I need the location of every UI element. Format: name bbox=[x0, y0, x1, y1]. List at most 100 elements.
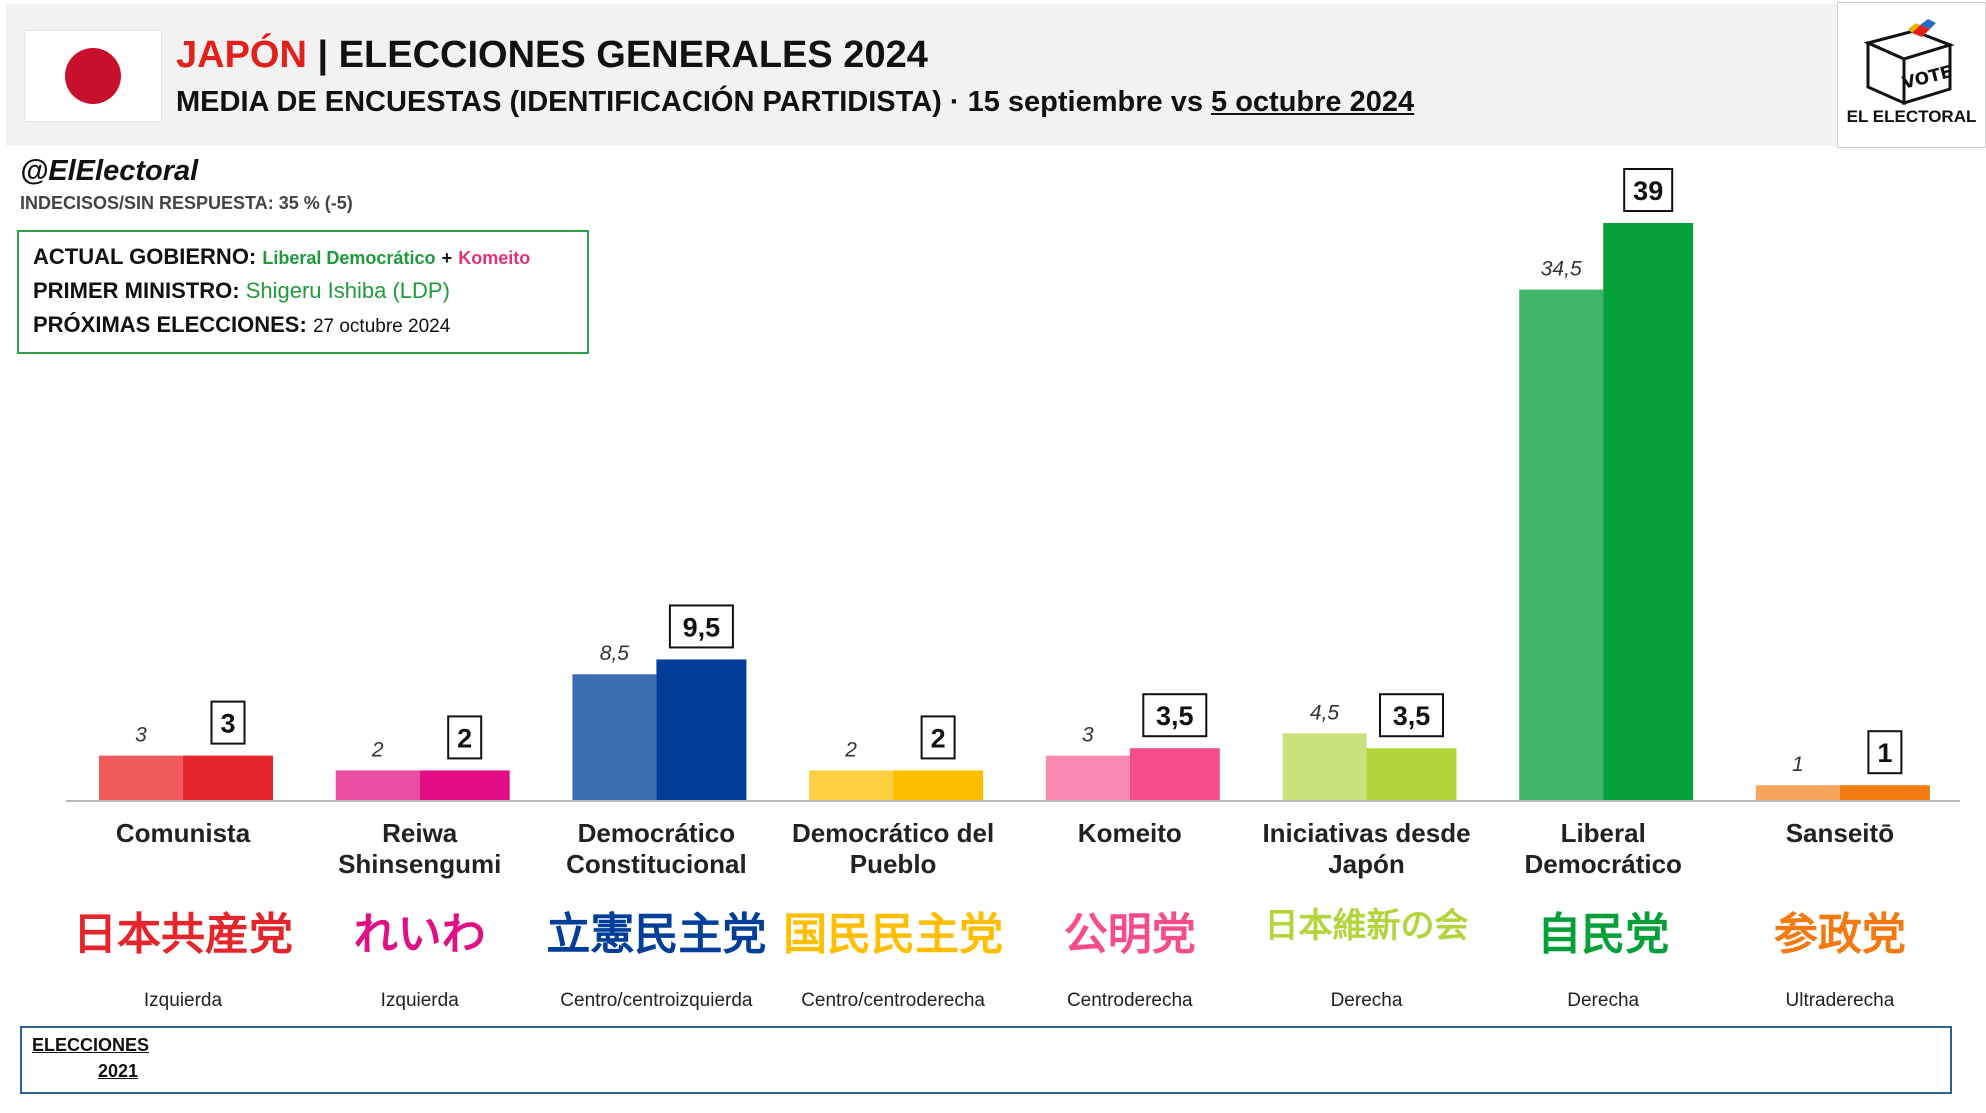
bar-curr bbox=[893, 770, 984, 800]
party-ideology: Centroderecha bbox=[1066, 990, 1193, 1011]
title-country: JAPÓN bbox=[176, 34, 307, 76]
government-info-box: ACTUAL GOBIERNO: Liberal Democrático + K… bbox=[17, 230, 589, 354]
bar-curr-label-box bbox=[210, 700, 246, 745]
gov-row: ACTUAL GOBIERNO: Liberal Democrático + K… bbox=[33, 244, 530, 270]
party-ideology: Centro/centroizquierda bbox=[560, 990, 753, 1011]
flag-sun bbox=[65, 48, 121, 104]
bar-curr-label-box bbox=[1623, 168, 1674, 212]
next-value: 27 octubre 2024 bbox=[312, 316, 451, 337]
pm-value: Shigeru Ishiba (LDP) bbox=[245, 278, 450, 303]
japan-flag-icon bbox=[24, 30, 162, 122]
bar-curr-label-box bbox=[1867, 730, 1903, 775]
page-subtitle: MEDIA DE ENCUESTAS (IDENTIFICACIÓN PARTI… bbox=[176, 86, 1414, 119]
party-name-line: Democrático del bbox=[791, 818, 995, 848]
party-logo: 日本共産党 bbox=[73, 910, 293, 959]
party-name: Comunista bbox=[68, 818, 298, 849]
bar-curr bbox=[1366, 748, 1457, 800]
bar-prev-label: 3 bbox=[135, 724, 147, 747]
bar-prev bbox=[335, 770, 420, 800]
party-ideology: Izquierda bbox=[380, 990, 459, 1011]
bar-prev bbox=[1519, 289, 1604, 800]
bar-prev-label: 1 bbox=[1792, 753, 1804, 776]
gov-plus: + bbox=[441, 248, 453, 268]
party-name-line: Pueblo bbox=[849, 849, 937, 879]
bar-curr-label-box bbox=[668, 604, 734, 649]
party-logo: 立憲民主党 bbox=[546, 910, 767, 959]
party-name: Democrático del Pueblo bbox=[778, 818, 1008, 880]
bar-prev bbox=[809, 770, 894, 800]
bar-prev bbox=[99, 755, 183, 800]
party-logo: 公明党 bbox=[1063, 910, 1196, 959]
bar-prev-label: 2 bbox=[371, 738, 384, 761]
subtitle-main: MEDIA DE ENCUESTAS (IDENTIFICACIÓN PARTI… bbox=[176, 86, 942, 118]
pm-label: PRIMER MINISTRO: bbox=[33, 278, 240, 303]
header-band bbox=[6, 4, 1838, 146]
bar-curr-label: 2 bbox=[457, 723, 472, 753]
undecided-note: INDECISOS/SIN RESPUESTA: 35 % (-5) bbox=[20, 193, 353, 213]
elections-2021-box: ELECCIONES 2021 bbox=[20, 1026, 1952, 1094]
party-ideology: Derecha bbox=[1330, 990, 1403, 1011]
bar-curr bbox=[1839, 785, 1930, 800]
party-name: Democrático Constitucional bbox=[541, 818, 771, 880]
bar-prev-label: 34,5 bbox=[1541, 258, 1582, 281]
party-name-line: Democrático bbox=[1524, 849, 1682, 879]
party-logo: れいわ bbox=[353, 910, 486, 959]
bar-curr-label: 3 bbox=[220, 709, 235, 739]
party-name-line: Sanseitō bbox=[1785, 818, 1895, 848]
logo-brand: EL ELECTORAL bbox=[1846, 107, 1977, 126]
subtitle-prev-date: 15 septiembre vs bbox=[967, 86, 1203, 118]
bar-prev-label: 3 bbox=[1082, 724, 1094, 747]
subtitle-curr-date: 5 octubre 2024 bbox=[1211, 86, 1415, 118]
party-logo: 国民民主党 bbox=[783, 910, 1004, 959]
bar-curr bbox=[656, 659, 747, 800]
gov-party-2: Komeito bbox=[458, 248, 531, 268]
party-name: Sanseitō bbox=[1725, 818, 1955, 849]
party-ideology: Izquierda bbox=[143, 990, 223, 1011]
party-name-line: Democrático bbox=[577, 818, 736, 848]
bar-prev-label: 8,5 bbox=[600, 642, 630, 665]
bar-curr-label-box bbox=[447, 715, 483, 760]
title-rest: | ELECCIONES GENERALES 2024 bbox=[317, 34, 928, 76]
twitter-handle: @ElElectoral bbox=[20, 155, 199, 187]
el-electoral-logo: VOTE EL ELECTORAL bbox=[1837, 2, 1986, 148]
party-ideology: Derecha bbox=[1567, 990, 1640, 1011]
pm-row: PRIMER MINISTRO: Shigeru Ishiba (LDP) bbox=[33, 278, 450, 304]
party-name-line: Liberal bbox=[1560, 818, 1646, 848]
bar-prev bbox=[1045, 755, 1130, 800]
party-name: Komeito bbox=[1015, 818, 1245, 849]
bar-curr-label-box bbox=[1379, 693, 1444, 738]
party-logo: 参政党 bbox=[1773, 910, 1906, 959]
bar-prev-label: 4,5 bbox=[1310, 701, 1340, 724]
bar-curr bbox=[1603, 223, 1694, 800]
bar-curr bbox=[419, 770, 510, 800]
ballot-box-icon: VOTE bbox=[1863, 19, 1955, 106]
party-ideology: Centro/centroderecha bbox=[801, 990, 985, 1011]
subtitle-dot: · bbox=[949, 86, 960, 118]
page-title: JAPÓN | ELECCIONES GENERALES 2024 bbox=[176, 34, 928, 77]
party-name-line: Iniciativas desde bbox=[1262, 818, 1471, 848]
gov-party-1: Liberal Democrático bbox=[262, 248, 436, 268]
party-logo: 日本維新の会 bbox=[1264, 907, 1469, 945]
bar-curr bbox=[183, 755, 273, 800]
party-name-line: Komeito bbox=[1077, 818, 1182, 848]
bar-prev-label: 2 bbox=[844, 738, 857, 761]
elections-label-line1: ELECCIONES bbox=[32, 1035, 150, 1055]
bar-prev bbox=[1755, 785, 1840, 800]
party-ideology: Ultraderecha bbox=[1785, 990, 1895, 1011]
elections-2021-label: ELECCIONES 2021 bbox=[32, 1032, 149, 1084]
bar-curr-label: 2 bbox=[931, 723, 946, 753]
bar-curr-label: 3,5 bbox=[1156, 701, 1194, 731]
party-name-line: Shinsengumi bbox=[338, 849, 502, 879]
party-name: Liberal Democrático bbox=[1488, 818, 1718, 880]
bar-curr-label: 3,5 bbox=[1393, 701, 1431, 731]
bar-curr bbox=[1129, 748, 1220, 800]
next-label: PRÓXIMAS ELECCIONES: bbox=[33, 312, 307, 337]
bar-prev bbox=[1282, 733, 1367, 800]
bar-curr-label: 39 bbox=[1633, 176, 1663, 206]
elections-label-line2: 2021 bbox=[98, 1061, 139, 1081]
bar-curr-label-box bbox=[1142, 693, 1208, 738]
gov-label: ACTUAL GOBIERNO: bbox=[33, 244, 257, 269]
bar-curr-label: 1 bbox=[1877, 738, 1892, 768]
party-name-line: Japón bbox=[1328, 849, 1405, 879]
